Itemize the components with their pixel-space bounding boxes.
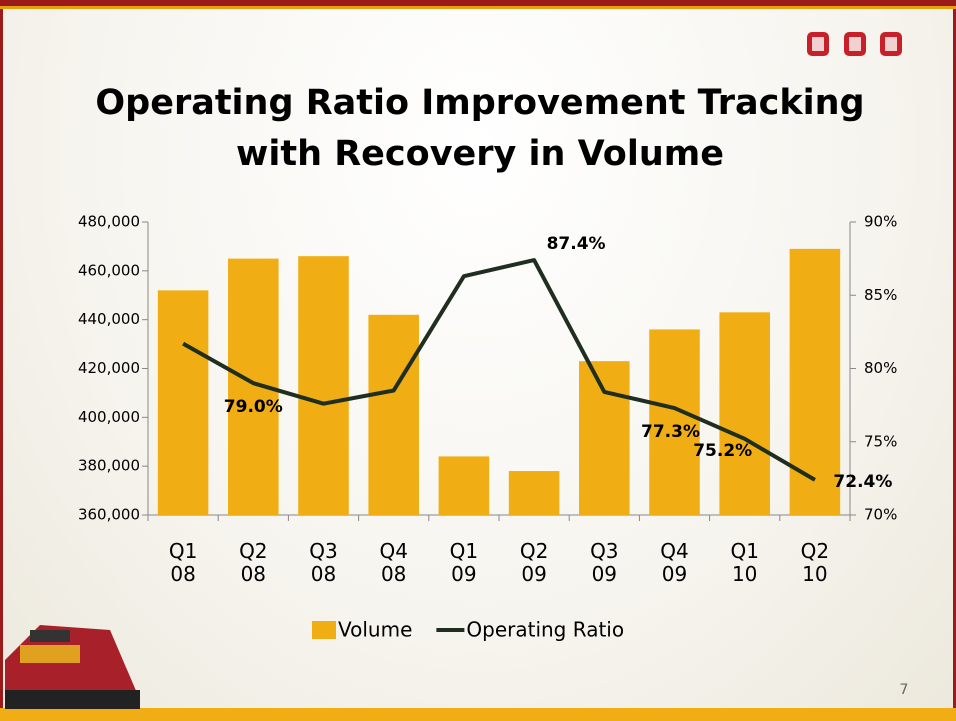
slide-title: Operating Ratio Improvement Tracking wit… bbox=[40, 78, 920, 180]
legend-swatch bbox=[312, 621, 336, 639]
y-tick-label: 400,000 bbox=[78, 408, 140, 426]
x-tick-label: Q3 09 bbox=[569, 540, 639, 586]
y-tick-label: 380,000 bbox=[78, 457, 140, 475]
bar bbox=[298, 256, 349, 515]
bar bbox=[509, 471, 560, 515]
x-tick-label: Q4 08 bbox=[359, 540, 429, 586]
y2-tick-label: 90% bbox=[864, 213, 897, 231]
bar bbox=[719, 312, 770, 515]
bar bbox=[579, 361, 630, 515]
y-tick-label: 480,000 bbox=[78, 213, 140, 231]
logos bbox=[807, 32, 902, 56]
data-label: 72.4% bbox=[833, 472, 892, 492]
bar bbox=[439, 456, 490, 515]
train-illustration bbox=[5, 625, 140, 709]
slide: 360,000 380,000 400,000 420,000 440,000 460,0… bbox=[0, 0, 956, 721]
x-tick-label: Q4 09 bbox=[640, 540, 710, 586]
y-tick-label: 440,000 bbox=[78, 310, 140, 328]
top-band bbox=[0, 0, 956, 6]
bar bbox=[158, 290, 209, 515]
x-tick-label: Q1 09 bbox=[429, 540, 499, 586]
x-tick-label: Q2 09 bbox=[499, 540, 569, 586]
data-label: 79.0% bbox=[224, 397, 283, 417]
x-tick-label: Q3 08 bbox=[289, 540, 359, 586]
x-tick-label: Q2 08 bbox=[218, 540, 288, 586]
y-tick-label: 420,000 bbox=[78, 359, 140, 377]
y2-tick-label: 85% bbox=[864, 286, 897, 304]
top-stripe bbox=[0, 6, 956, 9]
x-tick-label: Q1 08 bbox=[148, 540, 218, 586]
y2-tick-label: 70% bbox=[864, 506, 897, 524]
y-tick-label: 460,000 bbox=[78, 261, 140, 279]
left-border bbox=[0, 9, 3, 709]
legend-label: Volume bbox=[338, 618, 412, 642]
data-label: 77.3% bbox=[641, 422, 700, 442]
x-tick-label: Q1 10 bbox=[710, 540, 780, 586]
data-label: 87.4% bbox=[547, 234, 606, 254]
legend-label: Operating Ratio bbox=[466, 618, 624, 642]
slide-number: 7 bbox=[900, 682, 909, 698]
bar bbox=[368, 315, 419, 515]
y2-tick-label: 80% bbox=[864, 359, 897, 377]
y-tick-label: 360,000 bbox=[78, 506, 140, 524]
bottom-band bbox=[0, 708, 956, 721]
x-tick-label: Q2 10 bbox=[780, 540, 850, 586]
data-label: 75.2% bbox=[693, 441, 752, 461]
y2-tick-label: 75% bbox=[864, 432, 897, 450]
